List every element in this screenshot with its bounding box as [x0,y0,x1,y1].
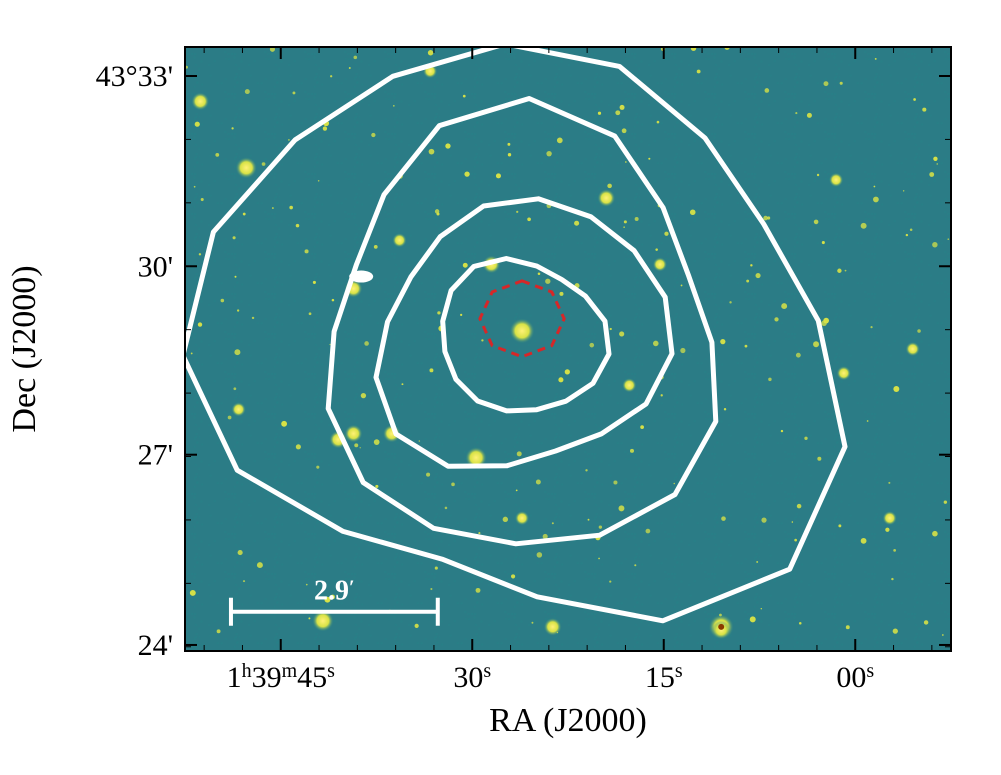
y-tick-label-3: 24' [138,629,173,662]
x-axis-label: RA (J2000) [489,702,647,739]
x-tick-label-3: 00s [836,660,874,694]
scale-bar-label: 2.9′ [314,576,355,607]
y-axis-label: Dec (J2000) [6,265,43,432]
y-tick-label-0: 43°33' [96,60,173,93]
x-tick-label-1: 30s [453,660,491,694]
x-tick-label-0: 1h39m45s [227,660,336,694]
x-tick-label-2: 15s [645,660,683,694]
y-tick-label-1: 30' [138,250,173,283]
y-tick-label-2: 27' [138,439,173,472]
